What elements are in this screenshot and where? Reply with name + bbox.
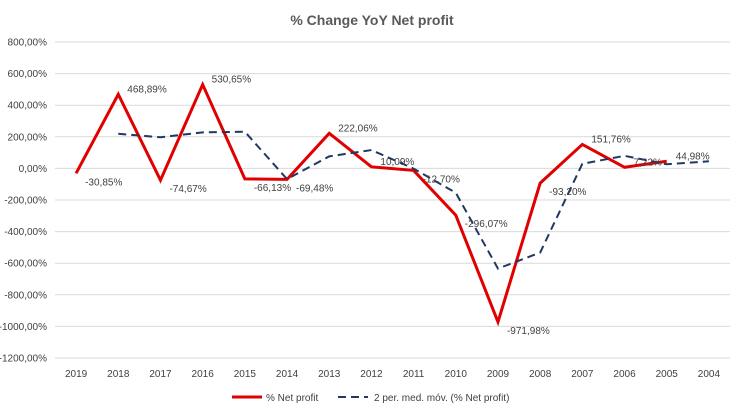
x-tick-label: 2007 xyxy=(571,369,594,380)
x-tick-label: 2005 xyxy=(656,369,679,380)
x-tick-label: 2016 xyxy=(192,369,215,380)
data-label: -296,07% xyxy=(465,219,508,230)
y-axis-ticks: 800,00% 600,00% 400,00% 200,00% 0,00% -200,00… xyxy=(0,38,47,365)
x-tick-label: 2011 xyxy=(403,369,425,380)
chart-title: % Change YoY Net profit xyxy=(290,12,454,28)
moving-average-line xyxy=(118,130,709,270)
y-tick-label: 200,00% xyxy=(8,132,48,143)
data-label: 44,98% xyxy=(676,151,710,162)
y-tick-label: -1000,00% xyxy=(0,322,47,333)
data-label: 222,06% xyxy=(338,123,378,134)
y-tick-label: 800,00% xyxy=(8,38,48,49)
x-tick-label: 2004 xyxy=(698,369,721,380)
y-tick-label: -800,00% xyxy=(4,290,47,301)
y-tick-label: 400,00% xyxy=(8,101,48,112)
y-tick-label: 0,00% xyxy=(19,164,47,175)
legend-label-net-profit: % Net profit xyxy=(266,393,318,404)
data-label: -74,67% xyxy=(169,184,206,195)
y-tick-label: -600,00% xyxy=(4,259,47,270)
x-tick-label: 2012 xyxy=(360,369,383,380)
data-labels: -30,85% 468,89% -74,67% 530,65% -66,13% -69,4… xyxy=(85,75,710,337)
y-tick-label: -200,00% xyxy=(4,196,47,207)
x-tick-label: 2017 xyxy=(149,369,172,380)
y-tick-label: -400,00% xyxy=(4,227,47,238)
data-label: -12,70% xyxy=(423,174,460,185)
series-lines xyxy=(74,80,709,327)
x-tick-label: 2010 xyxy=(445,369,468,380)
legend: % Net profit 2 per. med. móv. (% Net pro… xyxy=(232,393,509,404)
legend-label-moving-average: 2 per. med. móv. (% Net profit) xyxy=(374,393,509,404)
x-tick-label: 2013 xyxy=(318,369,341,380)
data-label: -93,20% xyxy=(549,187,586,198)
data-label: 468,89% xyxy=(127,84,167,95)
y-tick-label: -1200,00% xyxy=(0,354,47,365)
x-tick-label: 2018 xyxy=(107,369,130,380)
data-label: 7,22% xyxy=(634,157,662,168)
data-label: -66,13% xyxy=(254,183,291,194)
x-axis-ticks: 2019 2018 2017 2016 2015 2014 2013 2012 2011 2010… xyxy=(65,369,720,380)
x-tick-label: 2009 xyxy=(487,369,510,380)
y-tick-label: 600,00% xyxy=(8,69,48,80)
data-label: -69,48% xyxy=(296,183,333,194)
net-profit-line xyxy=(74,80,667,327)
data-label: 10,09% xyxy=(380,157,414,168)
data-label: -971,98% xyxy=(507,326,550,337)
data-label: 151,76% xyxy=(591,134,631,145)
data-label: 530,65% xyxy=(212,75,252,86)
x-tick-label: 2014 xyxy=(276,369,299,380)
x-tick-label: 2006 xyxy=(613,369,636,380)
x-tick-label: 2015 xyxy=(234,369,257,380)
x-tick-label: 2019 xyxy=(65,369,88,380)
x-tick-label: 2008 xyxy=(529,369,552,380)
data-label: -30,85% xyxy=(85,177,122,188)
